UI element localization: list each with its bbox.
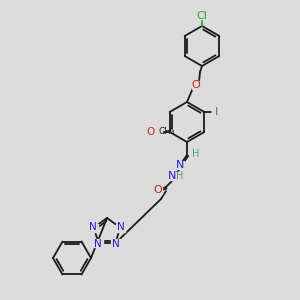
Text: Cl: Cl <box>196 11 207 21</box>
Text: O: O <box>154 185 162 195</box>
Text: O: O <box>146 127 155 137</box>
Bar <box>212 108 220 116</box>
Text: N: N <box>176 160 184 170</box>
Bar <box>192 81 200 89</box>
Text: N: N <box>94 239 102 249</box>
Bar <box>169 172 177 180</box>
Bar <box>94 239 103 247</box>
Text: N: N <box>117 222 125 232</box>
Bar <box>116 224 125 232</box>
Bar <box>144 128 162 136</box>
Text: O: O <box>192 80 200 90</box>
Text: N: N <box>112 239 120 249</box>
Bar <box>176 161 184 169</box>
Bar <box>111 239 120 247</box>
Bar <box>154 187 162 194</box>
Text: N: N <box>168 171 176 181</box>
Text: I: I <box>215 107 218 117</box>
Text: H: H <box>176 171 184 181</box>
Text: CH₃: CH₃ <box>159 128 175 136</box>
Text: N: N <box>89 222 97 232</box>
Text: H: H <box>192 149 200 159</box>
Bar <box>89 224 98 232</box>
